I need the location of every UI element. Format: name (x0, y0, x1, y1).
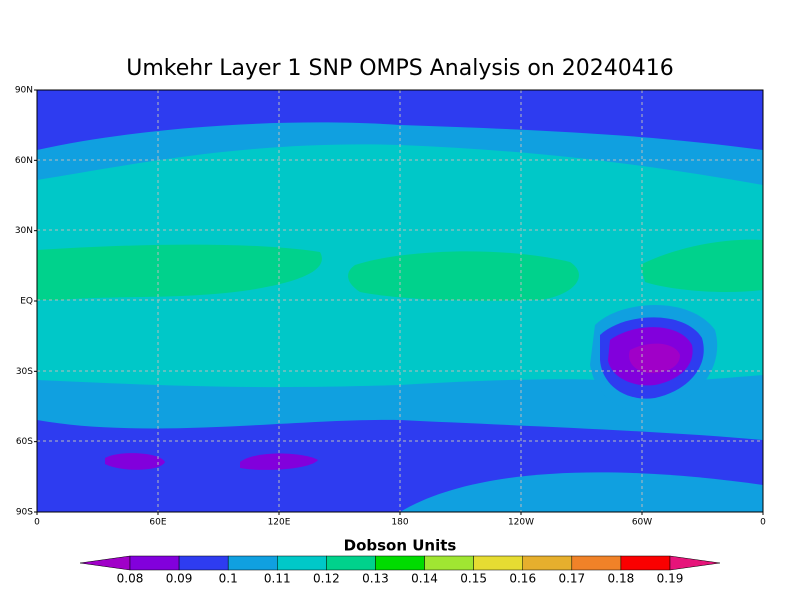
colorbar-tick-label: 0.09 (166, 572, 193, 586)
colorbar-label: Dobson Units (344, 537, 457, 555)
colorbar-tick-label: 0.12 (313, 572, 340, 586)
lat-label: 30N (15, 226, 33, 236)
lon-label: 0 (34, 518, 40, 528)
colorbar-box (129, 555, 180, 571)
colorbar-tick-label: 0.1 (219, 572, 238, 586)
colorbar-box (375, 555, 425, 571)
colorbar-box (277, 555, 327, 571)
lat-label: 60N (15, 156, 33, 166)
colorbar-tick-label: 0.13 (362, 572, 389, 586)
lon-label: 60W (632, 518, 652, 528)
colorbar-tick-label: 0.15 (460, 572, 487, 586)
colorbar-box (620, 555, 671, 571)
colorbar-tick-label: 0.14 (411, 572, 438, 586)
colorbar-tick-label: 0.16 (509, 572, 536, 586)
colorbar-box (326, 555, 376, 571)
colorbar-box (178, 555, 229, 571)
lon-label: 120W (508, 518, 534, 528)
colorbar-box (571, 555, 622, 571)
colorbar-tick-label: 0.19 (657, 572, 684, 586)
lat-label: 90S (16, 508, 33, 518)
lat-label: EQ (20, 297, 33, 307)
colorbar-tick-label: 0.08 (117, 572, 144, 586)
lon-label: 0 (760, 518, 766, 528)
map-field (37, 90, 763, 512)
colorbar-box (424, 555, 474, 571)
lon-label: 60E (149, 518, 166, 528)
lat-label: 60S (16, 437, 33, 447)
lon-label: 120E (268, 518, 291, 528)
colorbar-box (522, 555, 573, 571)
colorbar-tick-label: 0.17 (558, 572, 585, 586)
colorbar-tick-label: 0.18 (608, 572, 635, 586)
lon-label: 180 (391, 518, 408, 528)
map-title: Umkehr Layer 1 SNP OMPS Analysis on 2024… (126, 56, 674, 81)
lat-label: 30S (16, 367, 33, 377)
colorbar-extend-high (669, 555, 721, 571)
lat-label: 90N (15, 86, 33, 96)
colorbar-box (473, 555, 523, 571)
colorbar-extend-low (79, 555, 131, 571)
colorbar-box (227, 555, 278, 571)
colorbar-tick-label: 0.11 (264, 572, 291, 586)
